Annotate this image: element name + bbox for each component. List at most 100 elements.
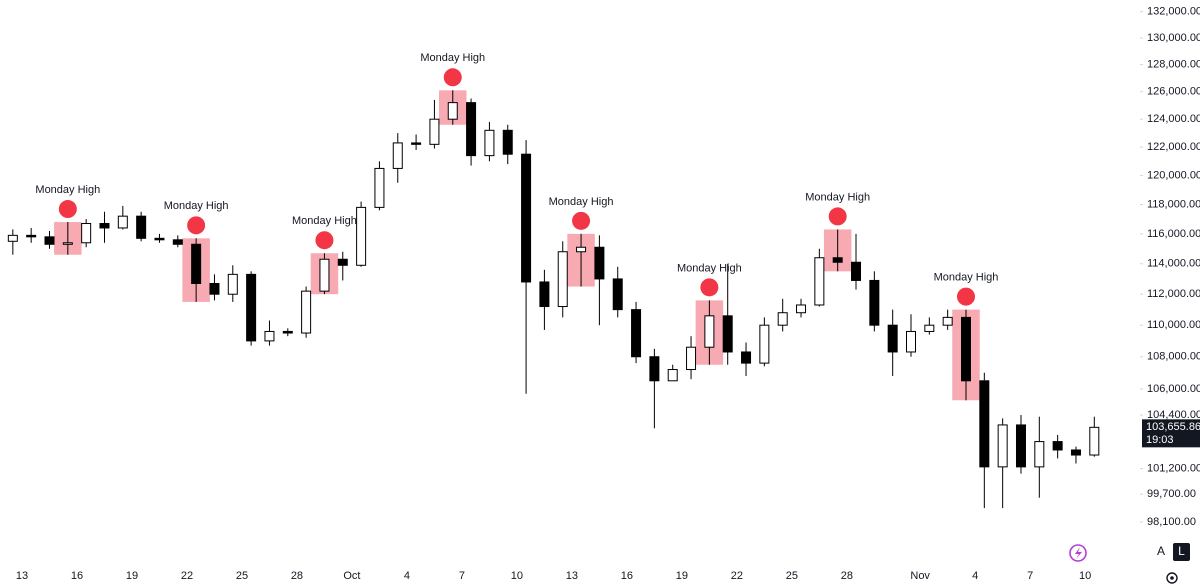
candle-body <box>1052 441 1063 451</box>
candle-body <box>301 290 312 334</box>
y-tick-label: 130,000.00 <box>1147 32 1200 44</box>
x-tick-label: 19 <box>126 570 138 582</box>
candle-body <box>594 246 605 280</box>
candle-body <box>814 257 825 306</box>
candle-body <box>136 215 147 239</box>
x-tick-label: 10 <box>511 570 523 582</box>
candle-body <box>502 129 513 155</box>
candle-body <box>99 223 110 229</box>
candle-body <box>979 380 990 468</box>
candle-body <box>81 223 92 244</box>
candle-body <box>1089 426 1100 456</box>
candle-body <box>1015 424 1026 468</box>
candle-body <box>26 234 37 238</box>
y-tick-label: 132,000.00 <box>1147 6 1200 18</box>
x-tick-label: 4 <box>972 570 978 582</box>
monday-marker <box>58 200 77 219</box>
x-tick-label: 22 <box>731 570 743 582</box>
y-tick-label: 118,000.00 <box>1147 198 1200 210</box>
candle-body <box>282 330 293 334</box>
annotation-label: Monday High <box>934 272 999 284</box>
settings-icon <box>1166 572 1178 584</box>
candle-body <box>851 261 862 281</box>
candle-body <box>1070 449 1081 456</box>
candle-body <box>7 234 18 242</box>
y-tick-label: 101,200.00 <box>1147 462 1200 474</box>
x-tick-label: 28 <box>841 570 853 582</box>
log-button-bg[interactable] <box>1173 543 1190 561</box>
candle-body <box>539 281 550 308</box>
candle-body <box>997 424 1008 468</box>
candle-body <box>117 215 128 229</box>
y-tick-label: 112,000.00 <box>1147 288 1200 300</box>
candle-body <box>631 309 642 358</box>
annotation-label: Monday High <box>164 200 229 212</box>
countdown-label: 19:03 <box>1146 434 1174 446</box>
y-tick-label: 114,000.00 <box>1147 258 1200 270</box>
y-tick-label: 99,700.00 <box>1147 488 1196 500</box>
candle-body <box>319 258 330 292</box>
annotation-label: Monday High <box>549 196 614 208</box>
x-tick-label: 13 <box>16 570 28 582</box>
candle-body <box>704 315 715 348</box>
x-tick-label: 22 <box>181 570 193 582</box>
candle-body <box>191 243 202 284</box>
candle-body <box>667 369 678 382</box>
candle-body <box>521 153 532 283</box>
x-tick-label: 25 <box>786 570 798 582</box>
candle-body <box>337 258 348 266</box>
x-tick-label: 16 <box>621 570 633 582</box>
candle-body <box>741 351 752 364</box>
candle-body <box>832 257 843 263</box>
x-tick-label: Oct <box>343 570 360 582</box>
candle-body <box>796 304 807 314</box>
x-tick-label: 7 <box>1027 570 1033 582</box>
last-price-label: 103,655.86 <box>1146 421 1200 433</box>
x-tick-label: 4 <box>404 570 410 582</box>
candle-body <box>924 324 935 332</box>
y-tick-label: 104,400.00 <box>1147 409 1200 421</box>
x-tick-label: 7 <box>459 570 465 582</box>
annotation-label: Monday High <box>292 215 357 227</box>
auto-scale-button[interactable]: A <box>1157 544 1165 558</box>
candle-body <box>869 279 880 326</box>
candle-body <box>227 273 238 295</box>
settings-button[interactable] <box>1166 572 1178 584</box>
y-tick-label: 106,000.00 <box>1147 383 1200 395</box>
candle-body <box>942 316 953 326</box>
x-tick-label: 28 <box>291 570 303 582</box>
x-tick-label: 13 <box>566 570 578 582</box>
candle-body <box>429 118 440 145</box>
candle-body <box>447 102 458 120</box>
candle-body <box>722 315 733 353</box>
x-tick-label: Nov <box>910 570 930 582</box>
candle-body <box>960 316 971 382</box>
monday-marker <box>315 231 334 250</box>
candle-body <box>649 356 660 382</box>
annotation-label: Monday High <box>420 52 485 64</box>
monday-marker <box>700 278 719 297</box>
candle-body <box>1034 441 1045 468</box>
candle-body <box>392 142 403 169</box>
y-tick-label: 120,000.00 <box>1147 169 1200 181</box>
y-tick-label: 108,000.00 <box>1147 351 1200 363</box>
log-button[interactable]: L <box>1178 544 1185 558</box>
x-tick-label: 25 <box>236 570 248 582</box>
x-tick-label: 16 <box>71 570 83 582</box>
x-tick-label: 19 <box>676 570 688 582</box>
annotation-label: Monday High <box>677 262 742 274</box>
y-tick-label: 128,000.00 <box>1147 59 1200 71</box>
candle-body <box>887 324 898 353</box>
monday-marker <box>187 216 206 235</box>
lightning-button[interactable] <box>1069 544 1087 562</box>
candle-body <box>411 142 422 145</box>
candle-body <box>576 246 587 253</box>
monday-marker <box>572 211 591 230</box>
candle-body <box>154 237 165 241</box>
candle-body <box>466 102 477 157</box>
candle-body <box>906 330 917 353</box>
plot-area: 132,000.00 130,000.00 128,000.00 126,000.00… <box>7 6 1200 582</box>
candle-body <box>209 282 220 295</box>
